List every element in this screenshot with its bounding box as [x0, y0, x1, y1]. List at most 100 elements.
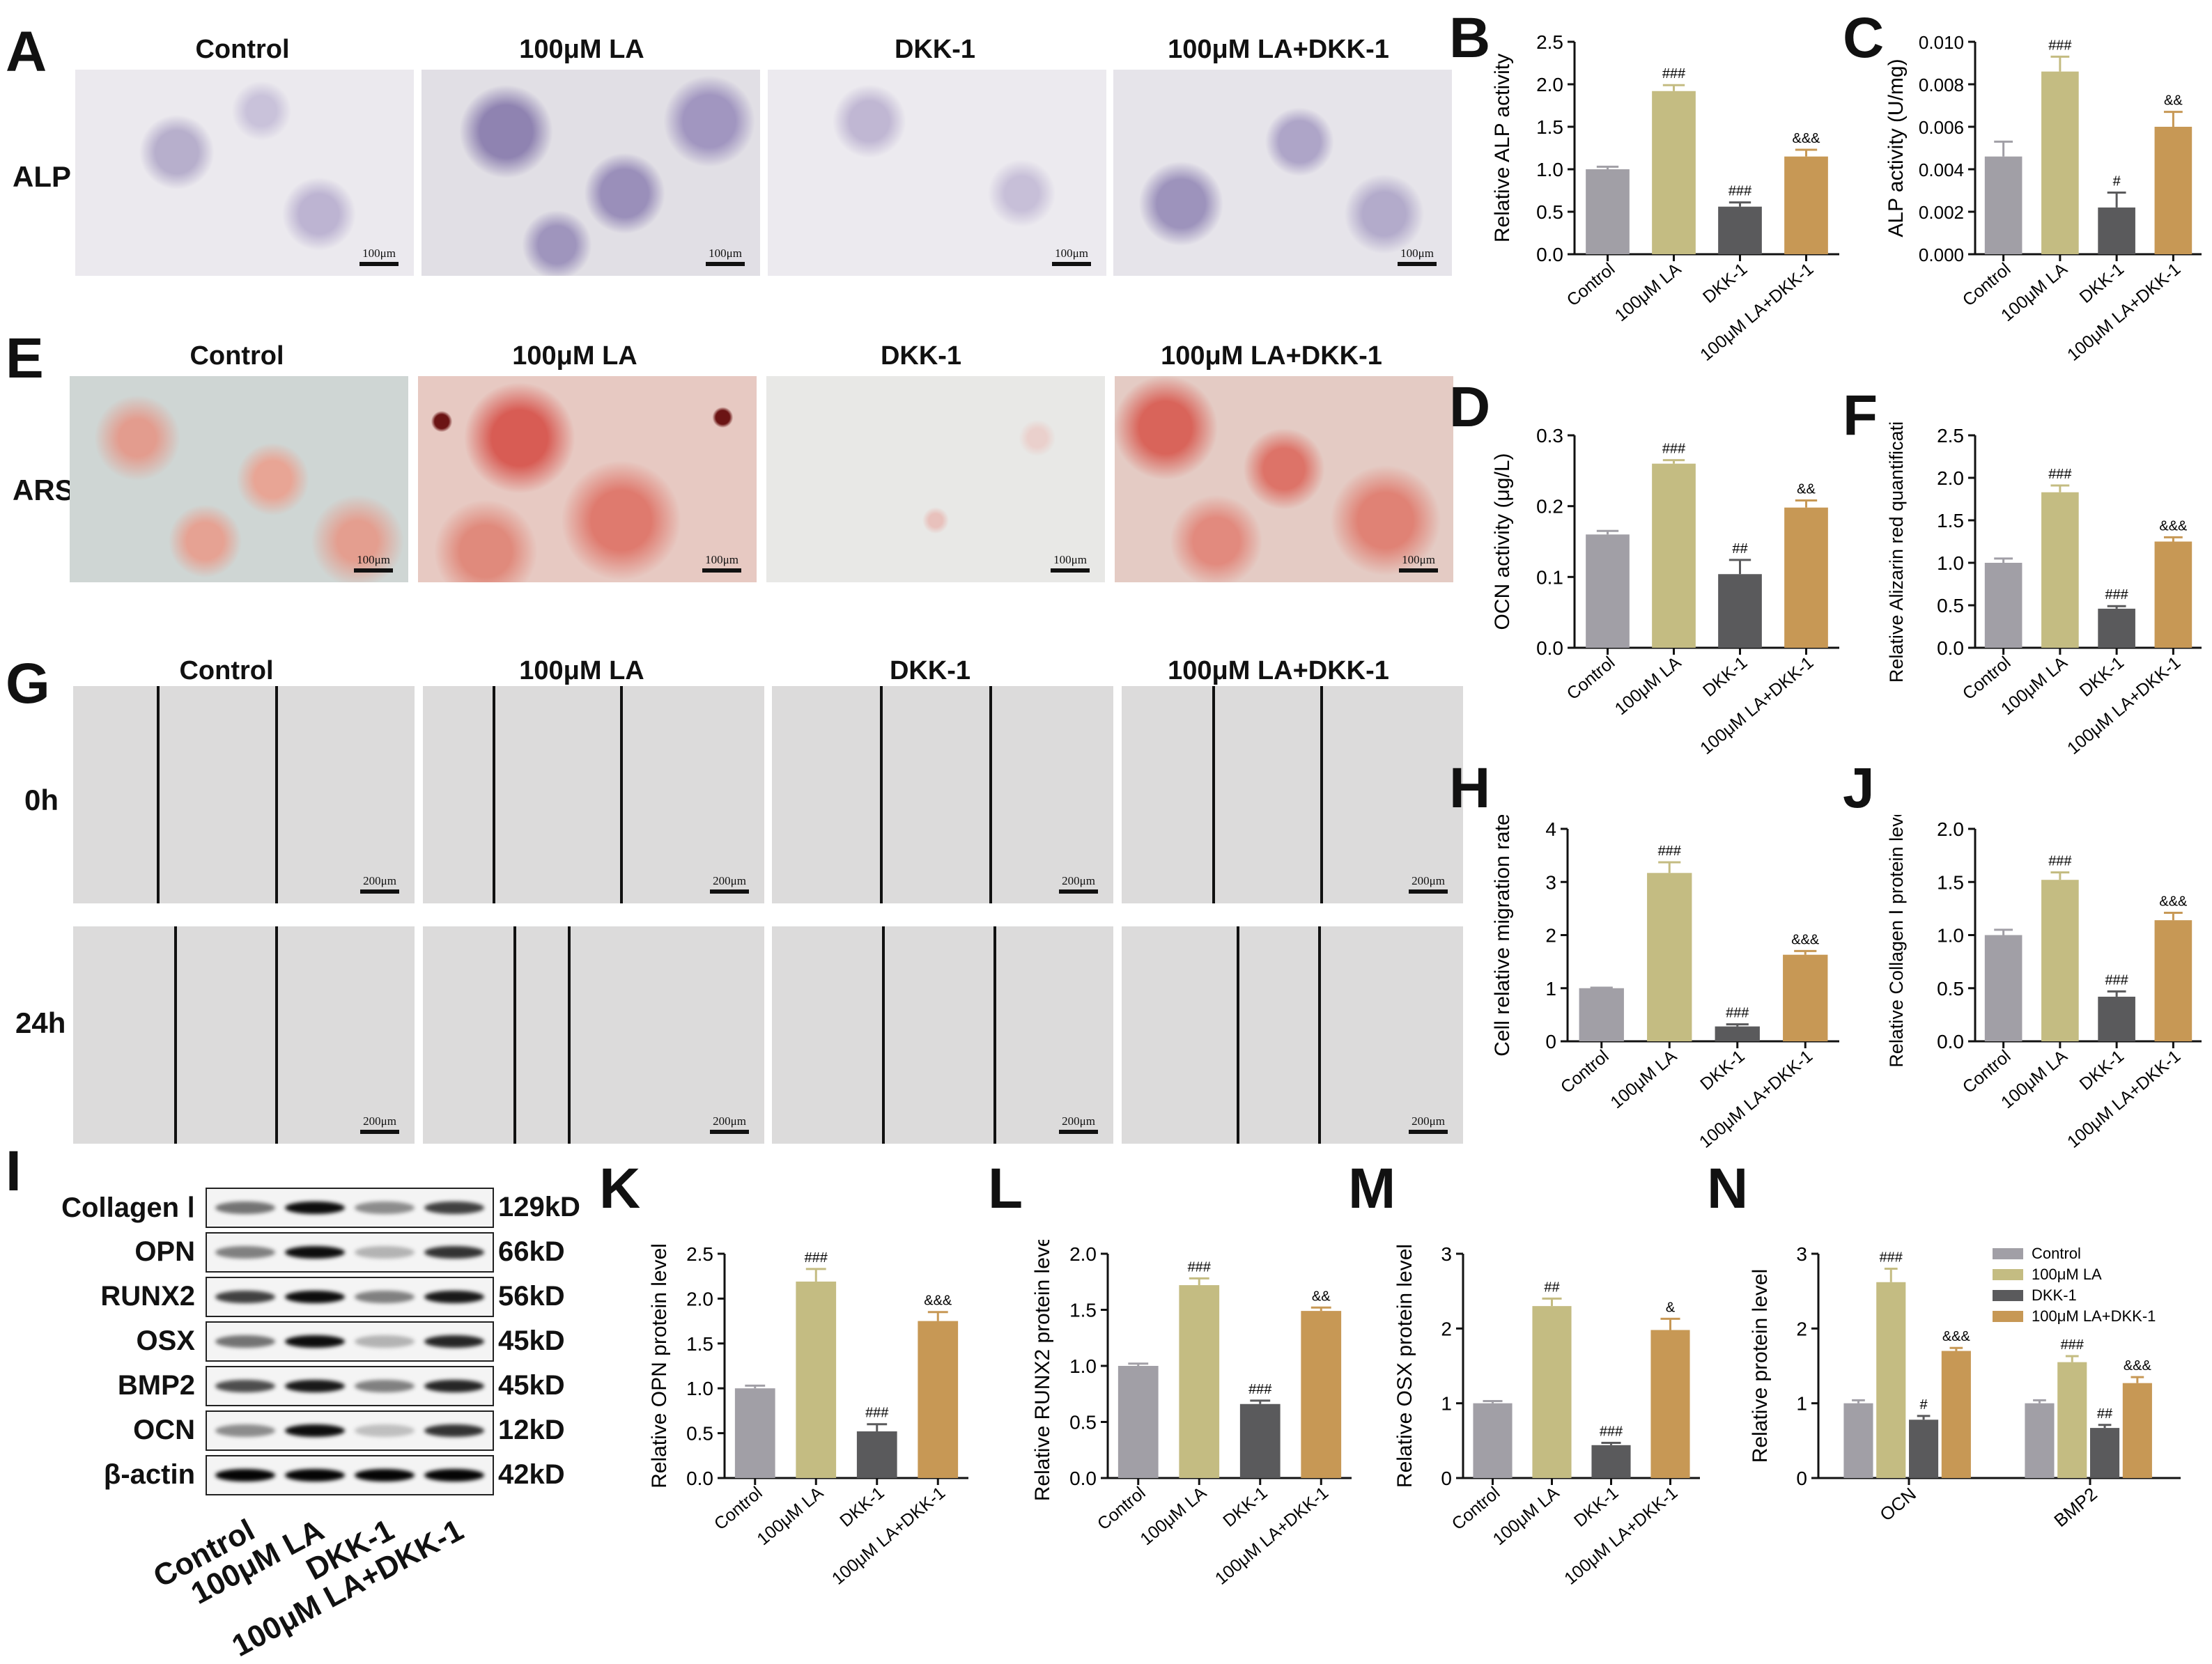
blot-band: [215, 1291, 275, 1303]
blot-protein-label: OSX: [136, 1325, 195, 1356]
panel-a-header-control: Control: [195, 35, 290, 64]
significance-label: ###: [1600, 1424, 1623, 1440]
wound-image-la-0h: 200μm: [423, 686, 764, 903]
y-tick-label: 3: [1545, 871, 1556, 893]
bar: [1876, 1282, 1906, 1478]
panel-letter-j: J: [1843, 756, 1875, 820]
blot-band: [424, 1202, 484, 1214]
y-tick-label: 2.0: [1937, 467, 1964, 489]
scale-bar: 100μm: [1052, 247, 1091, 266]
blot-band: [355, 1380, 415, 1392]
y-tick-label: 2.5: [1536, 31, 1563, 53]
scale-bar: 200μm: [1409, 874, 1448, 894]
blot-band: [355, 1469, 415, 1482]
y-axis-label: Relative Collagen Ⅰ protein level: [1886, 815, 1907, 1068]
x-tick-label: Control: [1094, 1483, 1150, 1534]
bar: [1579, 988, 1624, 1041]
x-tick-label: DKK-1: [1570, 1483, 1622, 1531]
chart-h: 0 1 2 3 4 Cell relative migration rate Control…: [1491, 815, 1839, 1152]
significance-label: ###: [805, 1250, 828, 1266]
y-tick-label: 0.5: [1937, 595, 1964, 616]
chart-k: 0.0 0.5 1.0 1.5 2.0 2.5 Relative OPN protein l…: [648, 1243, 968, 1589]
bar: [1784, 507, 1828, 648]
significance-label: #: [1919, 1397, 1928, 1413]
y-axis-label: Cell relative migration rate: [1491, 815, 1514, 1057]
bar: [1586, 169, 1630, 254]
chart-f: 0.0 0.5 1.0 1.5 2.0 2.5 Relative Alizarin red …: [1886, 421, 2202, 759]
x-tick-label: DKK-1: [2076, 1046, 2128, 1094]
x-tick-label: 100μM LA: [1611, 653, 1685, 719]
y-tick-label: 1.5: [1937, 510, 1964, 531]
panel-a-header-combo: 100μM LA+DKK-1: [1168, 35, 1389, 64]
y-tick-label: 1: [1441, 1393, 1452, 1415]
x-tick-label: Control: [711, 1483, 766, 1534]
y-tick-label: 0.1: [1536, 566, 1563, 588]
bar: [856, 1431, 897, 1478]
scale-bar: 100μm: [706, 247, 745, 266]
bar: [1984, 935, 2022, 1041]
panel-letter-g: G: [6, 652, 50, 715]
significance-label: &&&: [924, 1293, 952, 1309]
alp-image-dkk: 100μm: [768, 70, 1106, 276]
wound-edge-line: [1212, 686, 1215, 903]
wound-image-control-24h: 200μm: [73, 926, 415, 1144]
significance-label: &&&: [2124, 1358, 2152, 1374]
x-tick-label: DKK-1: [2076, 653, 2128, 701]
y-tick-label: 0: [1441, 1468, 1452, 1489]
bar: [1984, 563, 2022, 648]
wound-edge-line: [568, 926, 571, 1144]
y-tick-label: 0.004: [1919, 160, 1964, 180]
bar: [1586, 534, 1630, 648]
y-tick-label: 1.5: [1536, 116, 1563, 138]
legend-label: 100μM LA: [2032, 1266, 2102, 1283]
bar: [1301, 1311, 1342, 1478]
wound-edge-line: [989, 686, 992, 903]
significance-label: ###: [1880, 1250, 1903, 1265]
x-tick-label: Control: [1557, 1046, 1613, 1097]
x-tick-label: DKK-1: [836, 1483, 888, 1531]
panel-a-header-la: 100μM LA: [519, 35, 644, 64]
y-tick-label: 0.0: [1536, 637, 1563, 659]
ars-image-combo: 100μm: [1115, 376, 1453, 582]
x-tick-label: 100μM LA+DKK-1: [828, 1483, 949, 1589]
x-tick-label: 100μM LA: [1136, 1483, 1210, 1549]
y-tick-label: 1.0: [1069, 1355, 1097, 1377]
wound-edge-line: [157, 686, 160, 903]
significance-label: ###: [2061, 1337, 2085, 1353]
bar: [2025, 1403, 2055, 1478]
y-tick-label: 0.006: [1919, 117, 1964, 138]
legend-swatch: [1993, 1311, 2023, 1322]
significance-label: ##: [1732, 541, 1748, 557]
wound-edge-line: [174, 926, 177, 1144]
panel-g-header-dkk: DKK-1: [889, 656, 971, 685]
legend-label: DKK-1: [2032, 1286, 2077, 1304]
y-tick-label: 1.5: [1069, 1300, 1097, 1321]
bar: [2041, 880, 2079, 1041]
bar: [2154, 127, 2192, 254]
blot-band: [285, 1469, 345, 1482]
panel-a-row-label: ALP: [13, 160, 71, 193]
y-tick-label: 2.0: [1536, 74, 1563, 95]
wound-image-dkk-0h: 200μm: [772, 686, 1113, 903]
significance-label: ###: [1662, 66, 1686, 81]
y-axis-label: Relative RUNX2 protein level: [1031, 1240, 1054, 1501]
wound-edge-line: [620, 686, 623, 903]
scale-bar: 100μm: [702, 553, 741, 573]
bar: [1652, 463, 1696, 648]
significance-label: ###: [1658, 843, 1682, 859]
bar: [2098, 996, 2135, 1041]
significance-label: ###: [865, 1406, 889, 1421]
x-tick-label: DKK-1: [2076, 259, 2128, 307]
y-axis-label: ALP activity (U/mg): [1885, 59, 1908, 237]
y-tick-label: 0.5: [1536, 201, 1563, 223]
blot-protein-label: β-actin: [103, 1459, 195, 1490]
wound-image-combo-0h: 200μm: [1122, 686, 1463, 903]
significance-label: &&&: [1792, 131, 1820, 146]
x-tick-label: OCN: [1875, 1484, 1920, 1525]
significance-label: ###: [2048, 38, 2072, 53]
blot-band: [355, 1291, 415, 1303]
bar: [2041, 71, 2079, 254]
panel-e-header-control: Control: [190, 341, 284, 371]
scale-bar: 100μm: [1051, 553, 1090, 573]
